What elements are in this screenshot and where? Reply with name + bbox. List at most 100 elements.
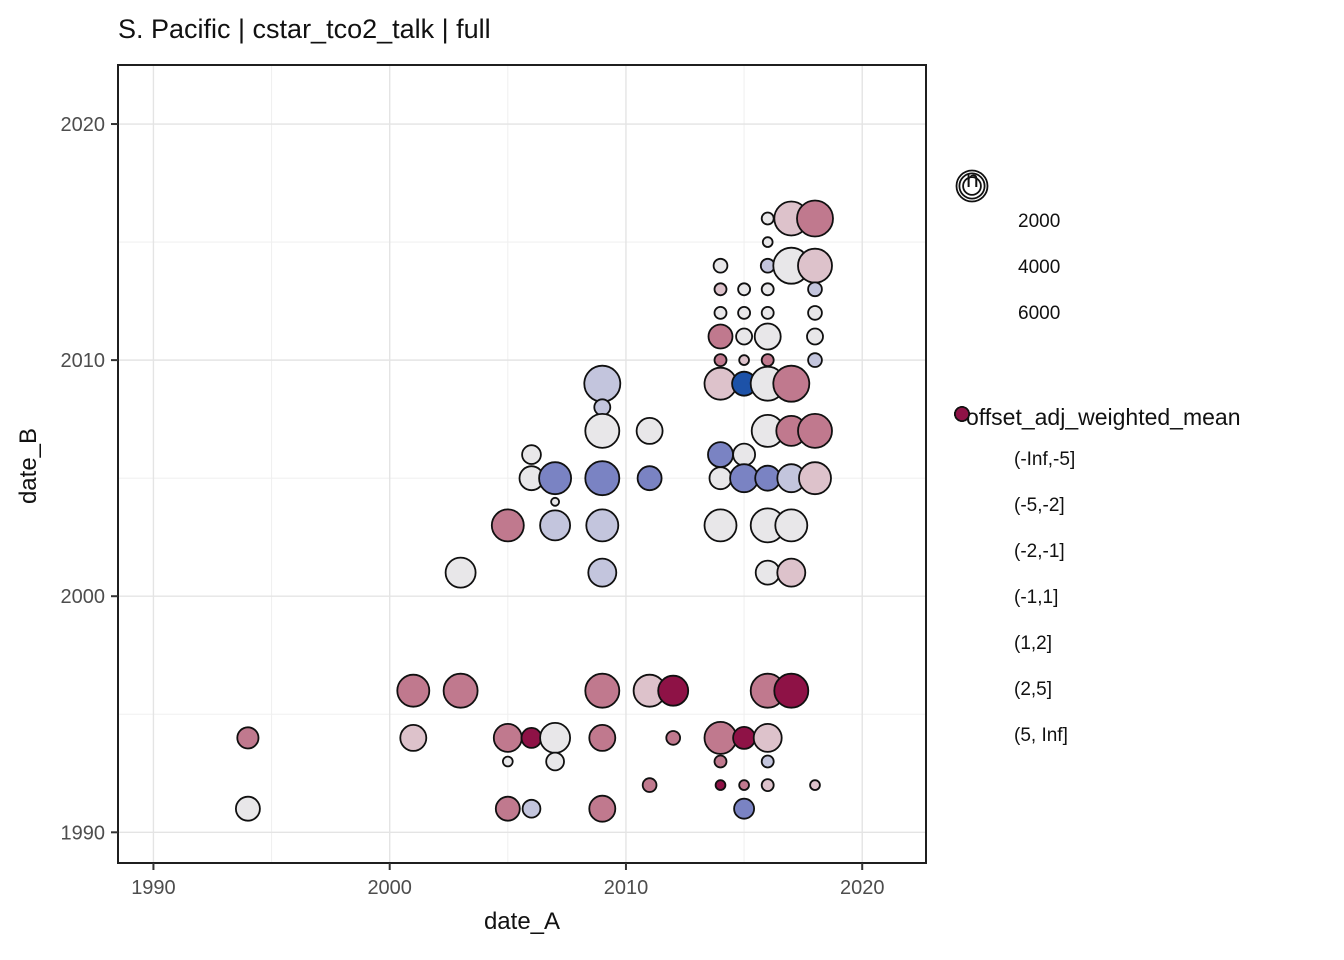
- color-legend-entry: (-1,1]: [952, 406, 1332, 621]
- data-point: [733, 797, 755, 820]
- data-point: [737, 282, 751, 297]
- data-point: [550, 496, 560, 507]
- color-legend-label: (5, Inf]: [1014, 725, 1068, 746]
- data-point: [707, 323, 734, 350]
- data-point: [521, 444, 542, 465]
- data-point: [635, 416, 664, 445]
- data-point: [753, 322, 782, 351]
- data-point: [234, 795, 261, 822]
- color-legend-entry: (5, Inf]: [952, 406, 1332, 759]
- size-legend-title: n: [966, 166, 979, 192]
- data-point: [665, 730, 681, 746]
- panel-border: [117, 64, 927, 864]
- color-legend-title: offset_adj_weighted_mean: [966, 404, 1241, 430]
- data-point: [760, 211, 775, 226]
- data-point: [707, 441, 734, 469]
- data-point: [399, 724, 428, 752]
- data-point: [713, 305, 728, 320]
- y-tick-label: 2020: [61, 114, 106, 136]
- y-tick-label: 2010: [61, 350, 106, 372]
- size-legend: n 2000 4000 6000: [952, 166, 1332, 337]
- data-point: [641, 777, 658, 793]
- data-point: [584, 412, 621, 449]
- data-point: [494, 795, 521, 822]
- color-legend-label: (-5,-2]: [1014, 495, 1065, 516]
- y-tick-label: 2000: [61, 586, 106, 608]
- data-point: [584, 460, 621, 497]
- color-legend-label: (-2,-1]: [1014, 541, 1065, 562]
- data-point: [585, 508, 620, 543]
- data-point: [713, 353, 728, 368]
- size-legend-entry: 2000: [952, 176, 1332, 245]
- data-point: [798, 461, 832, 496]
- x-tick-label: 2010: [604, 877, 649, 899]
- data-point: [583, 364, 622, 403]
- data-point: [396, 673, 431, 708]
- data-point: [713, 754, 728, 769]
- data-point: [760, 754, 775, 769]
- data-point: [521, 798, 542, 819]
- data-point: [657, 674, 690, 707]
- color-legend-label: (-Inf,-5]: [1014, 449, 1076, 470]
- data-point: [797, 412, 833, 449]
- data-point: [754, 559, 781, 586]
- data-point: [760, 282, 775, 297]
- data-point: [732, 442, 756, 467]
- size-legend-label: 4000: [1018, 257, 1061, 278]
- size-legend-entry: 6000: [952, 169, 1332, 337]
- data-point: [492, 723, 523, 753]
- size-legend-entry: 4000: [952, 172, 1332, 291]
- x-axis-title: date_A: [483, 908, 561, 935]
- data-point: [714, 779, 727, 791]
- data-point: [520, 727, 543, 749]
- data-point: [538, 461, 572, 496]
- data-point: [539, 509, 571, 542]
- data-point: [490, 508, 525, 543]
- chart-title: S. Pacific | cstar_tco2_talk | full: [118, 14, 491, 44]
- color-legend-entry: (-Inf,-5]: [952, 406, 1332, 483]
- data-point: [588, 794, 617, 823]
- data-point: [712, 257, 729, 274]
- data-point: [735, 327, 753, 346]
- data-point: [588, 724, 617, 752]
- color-legend-label: (2,5]: [1014, 679, 1053, 700]
- data-point: [708, 466, 733, 491]
- x-tick-label: 2000: [367, 877, 412, 899]
- data-point: [444, 556, 477, 589]
- data-point: [737, 305, 751, 320]
- data-point: [760, 778, 775, 792]
- y-tick-label: 1990: [61, 822, 106, 844]
- data-point: [703, 721, 738, 755]
- data-point: [703, 508, 738, 543]
- data-point: [760, 353, 775, 368]
- data-point: [545, 751, 565, 772]
- data-point: [236, 726, 260, 750]
- color-legend-entry: (2,5]: [952, 406, 1332, 713]
- data-point: [772, 364, 811, 403]
- data-point: [442, 672, 479, 709]
- color-legend: offset_adj_weighted_mean (-Inf,-5] (-5,-2…: [952, 404, 1332, 759]
- data-point: [760, 305, 775, 320]
- color-legend-label: (1,2]: [1014, 633, 1053, 654]
- data-point: [776, 557, 807, 588]
- x-tick-label: 2020: [840, 877, 885, 899]
- data-point: [773, 672, 810, 709]
- data-point: [807, 281, 823, 298]
- data-point: [738, 354, 750, 366]
- y-axis-title: date_B: [15, 427, 42, 505]
- data-point: [807, 352, 823, 368]
- size-legend-label: 2000: [1018, 211, 1061, 232]
- data-point: [761, 236, 774, 248]
- color-legend-entries: (-Inf,-5] (-5,-2] (-2,-1] (-1,1] (1,2] (2,5] (…: [952, 406, 1332, 759]
- data-point: [729, 463, 759, 494]
- x-tick-label: 1990: [131, 877, 176, 899]
- data-point: [539, 722, 571, 754]
- data-point: [752, 723, 783, 753]
- data-point: [636, 465, 663, 492]
- data-point: [774, 508, 809, 543]
- data-point: [587, 557, 618, 588]
- data-point: [809, 779, 821, 791]
- color-legend-label: (-1,1]: [1014, 587, 1059, 608]
